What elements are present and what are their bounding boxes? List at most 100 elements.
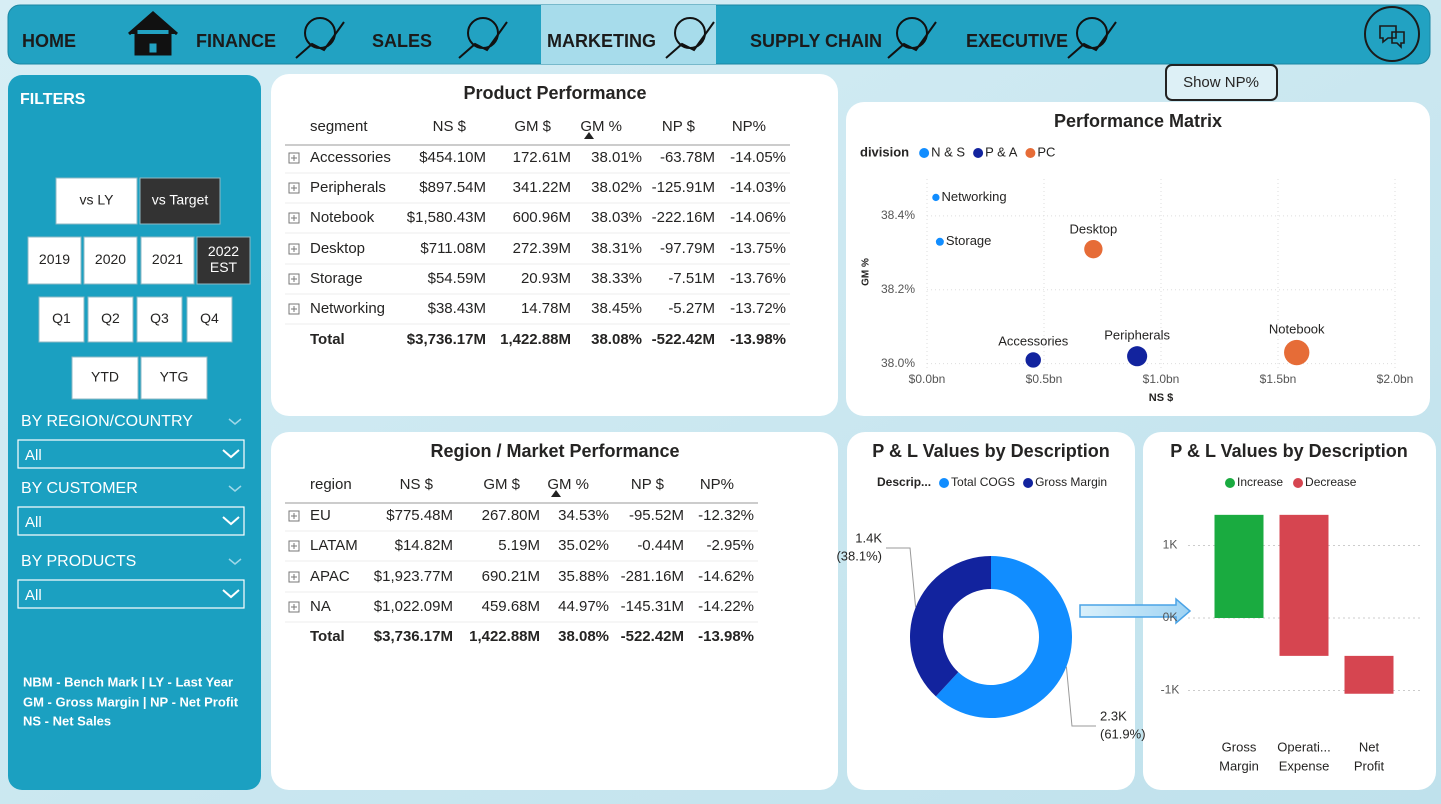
filter-button[interactable] [83,236,138,285]
legend-marker [939,478,950,488]
column-header: region [310,476,352,493]
nav-item[interactable]: EXECUTIVE [966,31,1068,51]
nav-icon [128,11,178,56]
filter-button-label: Q1 [52,310,71,326]
nav-icon [887,21,937,59]
expand-icon [291,543,297,549]
column-header: NS $ [400,476,434,493]
slicer-dropdown[interactable] [17,506,245,536]
slicer-value: All [25,514,42,531]
filter-button[interactable] [38,296,85,343]
expand-icon[interactable] [288,273,300,285]
scatter-point [1284,339,1310,366]
expand-icon[interactable] [288,243,300,255]
nav-item[interactable]: SUPPLY CHAIN [750,31,882,51]
waterfall-bar [1279,514,1329,656]
table-cell: 690.21M [482,568,540,585]
filter-button-label: vs LY [80,192,115,208]
filter-button[interactable] [136,296,183,343]
table-cell: NA [310,598,331,615]
matrix-card [846,102,1430,416]
legend-marker [1293,478,1304,488]
filter-button[interactable] [55,177,138,225]
y-tick-label: 0K [1163,610,1178,624]
slicer-dropdown[interactable] [17,439,245,469]
nav-item[interactable]: FINANCE [196,31,276,51]
table-cell: $38.43M [428,300,486,317]
flow-arrow [1079,597,1192,625]
table-cell: 267.80M [482,507,540,524]
expand-icon[interactable] [288,152,300,164]
slicer-chevron [228,558,242,565]
chart-title: Performance Matrix [1054,111,1222,131]
nav-item[interactable]: MARKETING [547,31,656,51]
data-label: (61.9%) [1100,726,1146,741]
filter-button[interactable] [71,356,139,400]
legend-marker [1025,148,1036,158]
y-tick-label: 38.0% [881,356,915,370]
column-header: NP $ [631,476,665,493]
table-cell: $1,022.09M [374,598,453,615]
table-cell: -7.51M [668,270,715,287]
point-label: Notebook [1269,321,1325,336]
table-cell: 35.88% [558,568,609,585]
donut-card [847,432,1135,790]
help-button[interactable] [1364,6,1420,62]
table-cell: 38.33% [591,270,642,287]
filter-button-label: YTG [160,369,189,385]
total-cell: -522.42M [621,628,684,645]
expand-icon[interactable] [288,303,300,315]
slicer-dropdown[interactable] [17,579,245,609]
x-tick-label: Operati... [1277,739,1330,754]
table-cell: 172.61M [513,149,571,166]
expand-icon[interactable] [288,601,300,613]
table-cell: -14.05% [730,149,786,166]
filter-button[interactable] [196,236,251,285]
expand-icon [291,604,297,610]
scatter-point [1127,346,1148,367]
expand-icon [291,306,297,312]
legend-title: division [860,144,909,159]
y-tick-label: 38.4% [881,208,915,222]
show-np-button[interactable] [1165,64,1278,101]
table-cell: -97.79M [660,240,715,257]
filter-button[interactable] [27,236,82,285]
expand-icon[interactable] [288,510,300,522]
data-label: 1.4K [855,530,882,545]
filter-button[interactable] [139,177,221,225]
table-cell: -14.06% [730,209,786,226]
table-cell: $897.54M [419,179,486,196]
y-axis-title: GM % [861,258,872,286]
table-cell: Notebook [310,209,375,226]
table-cell: 34.53% [558,507,609,524]
table-cell: -14.62% [698,568,754,585]
filter-button[interactable] [140,236,195,285]
waterfall-bar [1214,514,1264,618]
table-cell: -14.22% [698,598,754,615]
total-cell: Total [310,331,345,348]
table-cell: 14.78M [521,300,571,317]
expand-icon[interactable] [288,212,300,224]
expand-icon[interactable] [288,540,300,552]
point-label: Peripherals [1104,328,1170,343]
total-cell: -13.98% [730,331,786,348]
waterfall-bar [1344,655,1394,694]
filter-button[interactable] [140,356,208,400]
legend-title: Descrip... [877,475,931,489]
x-tick-label: Margin [1219,758,1259,773]
data-label: (38.1%) [836,548,882,563]
nav-item[interactable]: HOME [22,31,76,51]
column-header: NS $ [433,118,467,135]
table-cell: $711.08M [420,240,486,257]
nav-item[interactable]: SALES [372,31,432,51]
expand-icon[interactable] [288,182,300,194]
filter-button[interactable] [186,296,233,343]
expand-icon[interactable] [288,571,300,583]
filter-button-label: YTD [91,369,119,385]
legend-label: P & A [985,144,1018,159]
table-cell: $14.82M [395,537,453,554]
expand-icon [291,574,297,580]
expand-icon [291,276,297,282]
filter-button[interactable] [87,296,134,343]
